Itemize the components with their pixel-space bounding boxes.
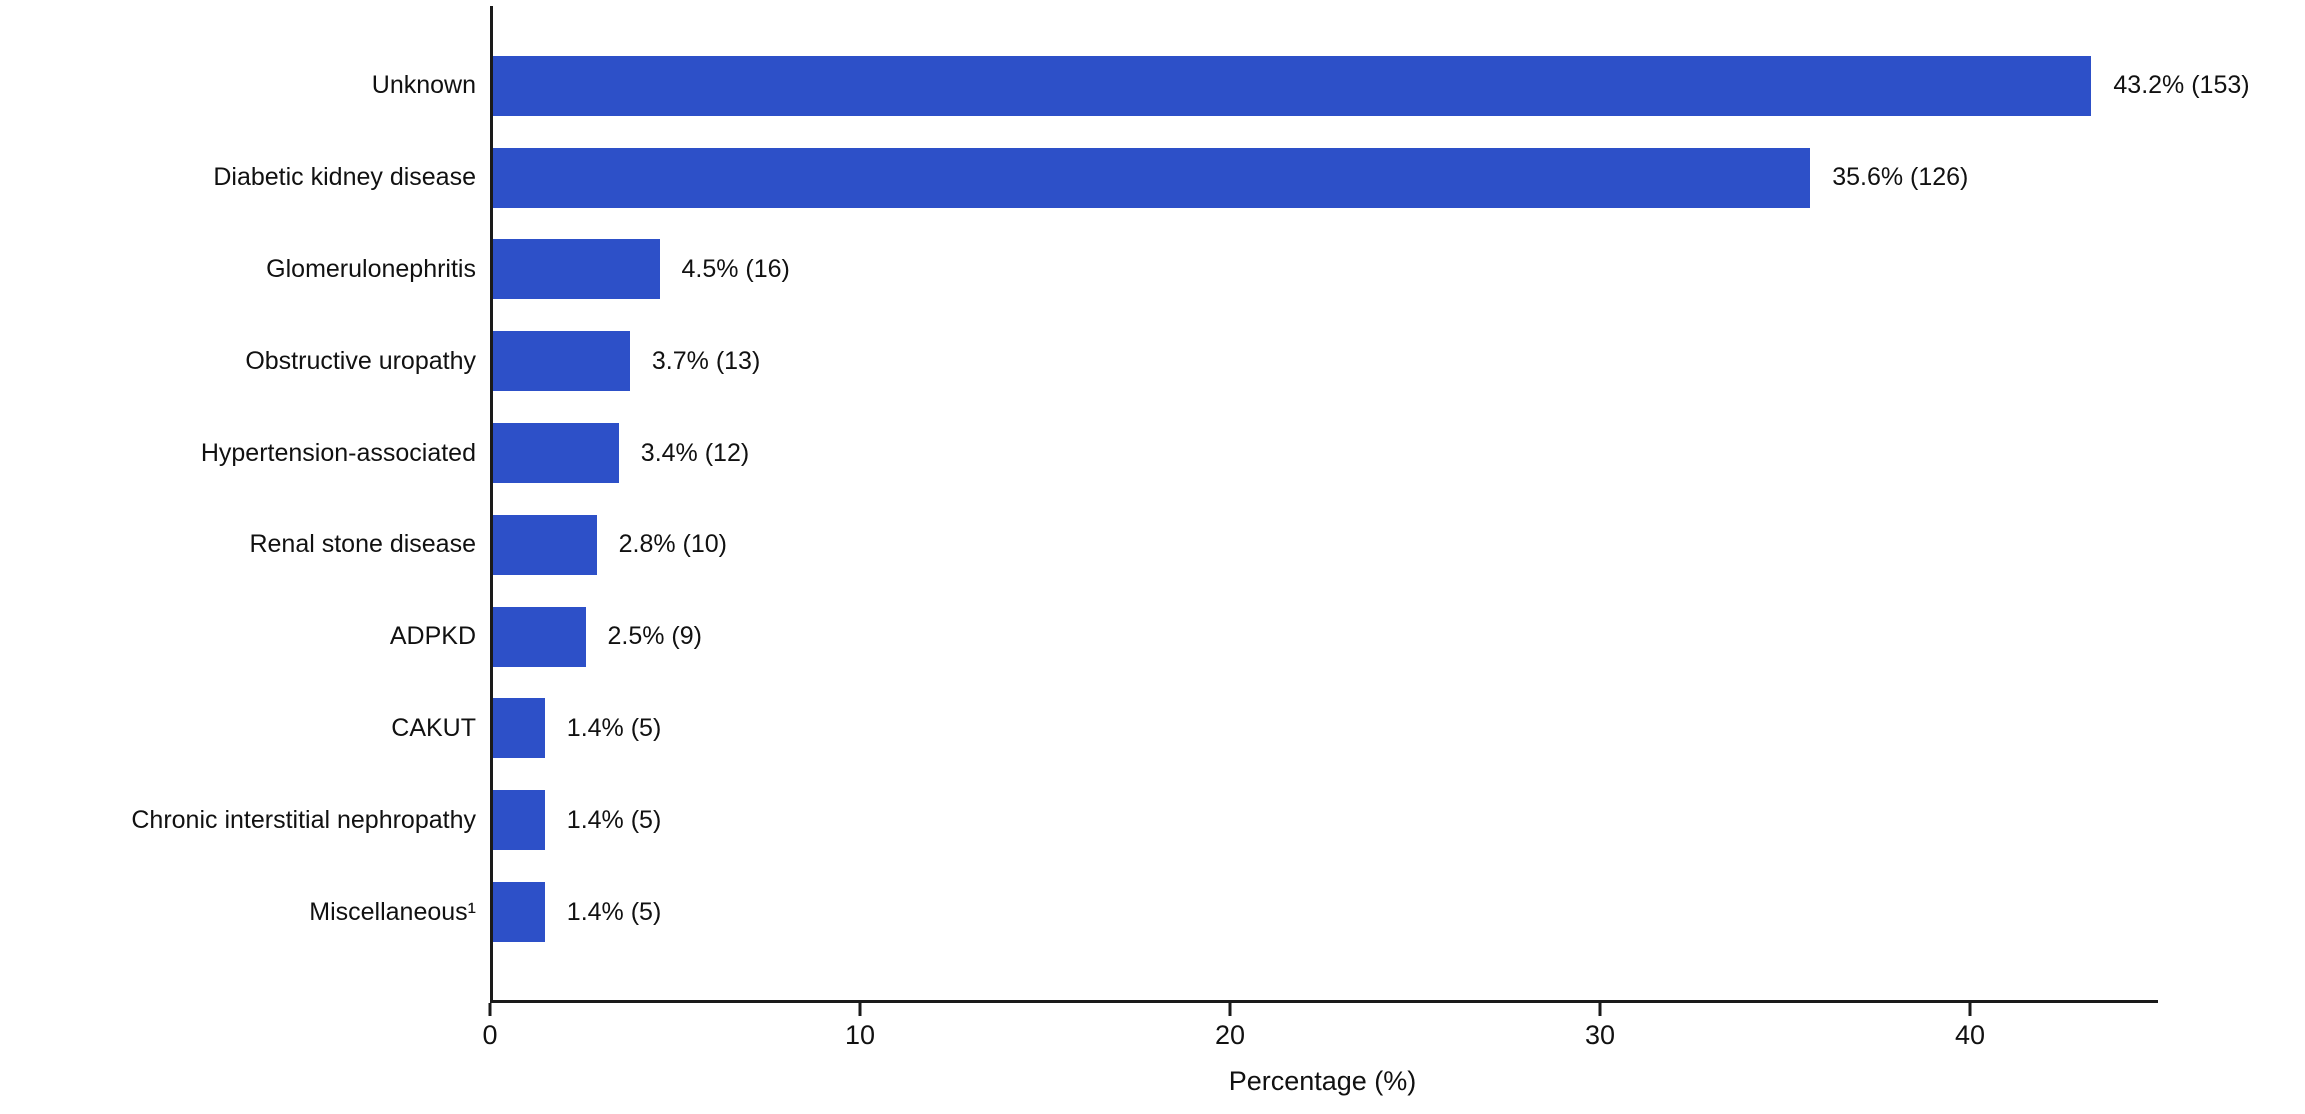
bar-row: Obstructive uropathy 3.7% (13) <box>0 315 2305 407</box>
x-tick <box>1228 1003 1232 1016</box>
bar <box>493 55 2092 116</box>
bar-row: Chronic interstitial nephropathy 1.4% (5) <box>0 774 2305 866</box>
bar-area: 35.6% (126) <box>493 147 2305 208</box>
category-label: Obstructive uropathy <box>245 346 476 375</box>
bar-area: 2.8% (10) <box>493 514 2305 575</box>
value-label: 1.4% (5) <box>566 805 662 834</box>
value-label: 1.4% (5) <box>566 897 662 926</box>
bar <box>493 239 660 300</box>
category-label: Miscellaneous¹ <box>309 897 476 926</box>
bar-area: 2.5% (9) <box>493 606 2305 667</box>
x-tick <box>858 1003 862 1016</box>
x-tick-label: 40 <box>1954 1020 1986 1050</box>
bar-area: 1.4% (5) <box>493 882 2305 943</box>
bar-area: 43.2% (153) <box>493 55 2305 116</box>
value-label: 3.7% (13) <box>651 346 761 375</box>
bar-area: 3.7% (13) <box>493 331 2305 392</box>
x-axis-label: Percentage (%) <box>1228 1066 1417 1096</box>
bar-row: Miscellaneous¹ 1.4% (5) <box>0 866 2305 958</box>
bar-area: 1.4% (5) <box>493 790 2305 851</box>
x-tick <box>1598 1003 1602 1016</box>
category-label: Renal stone disease <box>249 530 476 559</box>
plot-area <box>490 6 2158 1003</box>
bar-row: ADPKD 2.5% (9) <box>0 591 2305 683</box>
x-tick-label: 20 <box>1214 1020 1246 1050</box>
bar <box>493 606 586 667</box>
bar-rows: Unknown 43.2% (153) Diabetic kidney diseas… <box>0 40 2305 958</box>
bar <box>493 331 630 392</box>
bar-row: Unknown 43.2% (153) <box>0 40 2305 132</box>
bar <box>493 698 545 759</box>
x-tick-label: 30 <box>1584 1020 1616 1050</box>
bar <box>493 882 545 943</box>
bar-row: Renal stone disease 2.8% (10) <box>0 499 2305 591</box>
category-label: CAKUT <box>391 713 476 742</box>
bar-area: 1.4% (5) <box>493 698 2305 759</box>
category-label: Unknown <box>371 71 476 100</box>
bar-row: Diabetic kidney disease 35.6% (126) <box>0 132 2305 224</box>
bar <box>493 147 1811 208</box>
x-tick <box>488 1003 492 1016</box>
x-tick-label: 10 <box>844 1020 876 1050</box>
bar-row: Glomerulonephritis 4.5% (16) <box>0 224 2305 316</box>
value-label: 1.4% (5) <box>566 713 662 742</box>
value-label: 3.4% (12) <box>640 438 750 467</box>
value-label: 35.6% (126) <box>1832 163 1969 192</box>
bar-area: 4.5% (16) <box>493 239 2305 300</box>
x-tick-label: 0 <box>482 1020 498 1050</box>
value-label: 43.2% (153) <box>2113 71 2250 100</box>
x-tick <box>1968 1003 1972 1016</box>
bar <box>493 790 545 851</box>
value-label: 2.8% (10) <box>618 530 727 559</box>
category-label: Chronic interstitial nephropathy <box>131 805 476 834</box>
category-label: Hypertension-associated <box>200 438 476 467</box>
bar-row: CAKUT 1.4% (5) <box>0 683 2305 775</box>
bar <box>493 423 619 484</box>
value-label: 2.5% (9) <box>607 622 702 651</box>
category-label: Glomerulonephritis <box>266 254 476 283</box>
bar-row: Hypertension-associated 3.4% (12) <box>0 407 2305 499</box>
bar-area: 3.4% (12) <box>493 423 2305 484</box>
category-label: Diabetic kidney disease <box>213 163 476 192</box>
category-label: ADPKD <box>389 622 476 651</box>
value-label: 4.5% (16) <box>681 254 790 283</box>
bar <box>493 514 597 575</box>
